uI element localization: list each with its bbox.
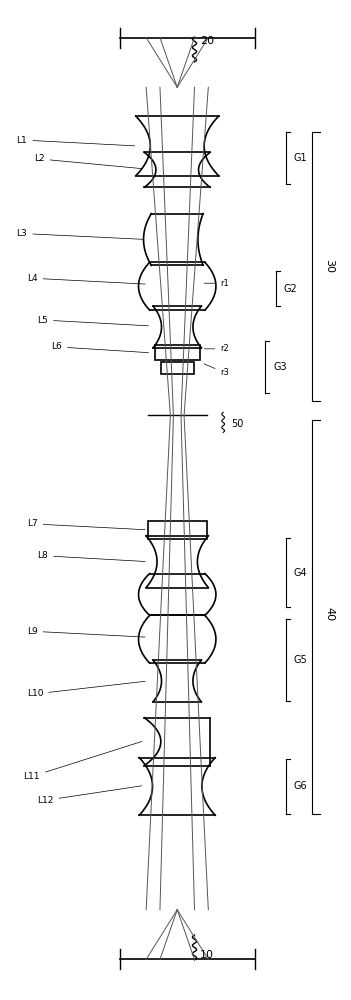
Text: L9: L9 [27, 627, 145, 637]
Text: 10: 10 [200, 950, 214, 960]
Text: 20: 20 [200, 36, 214, 46]
Text: 30: 30 [324, 259, 334, 273]
Text: G5: G5 [294, 655, 308, 665]
Text: r3: r3 [204, 364, 229, 377]
Text: L10: L10 [27, 681, 145, 698]
Text: 40: 40 [324, 607, 334, 621]
Text: L2: L2 [34, 154, 142, 169]
Text: G4: G4 [294, 568, 307, 578]
Bar [148, 521, 207, 539]
Text: L7: L7 [27, 519, 145, 530]
Text: L12: L12 [37, 786, 142, 805]
Text: G3: G3 [273, 362, 287, 372]
Text: L3: L3 [16, 229, 143, 239]
Text: G2: G2 [283, 284, 297, 294]
Text: r2: r2 [204, 344, 229, 353]
Text: L11: L11 [24, 741, 142, 781]
Text: L8: L8 [37, 551, 145, 561]
Text: L1: L1 [16, 136, 135, 146]
Text: L6: L6 [51, 342, 148, 353]
Text: G6: G6 [294, 781, 307, 791]
Text: r1: r1 [204, 279, 229, 288]
Text: L4: L4 [27, 274, 145, 284]
Text: 50: 50 [231, 419, 243, 429]
Text: L5: L5 [37, 316, 148, 326]
Bar [155, 345, 200, 360]
Text: G1: G1 [294, 153, 307, 163]
Bar [161, 362, 194, 374]
